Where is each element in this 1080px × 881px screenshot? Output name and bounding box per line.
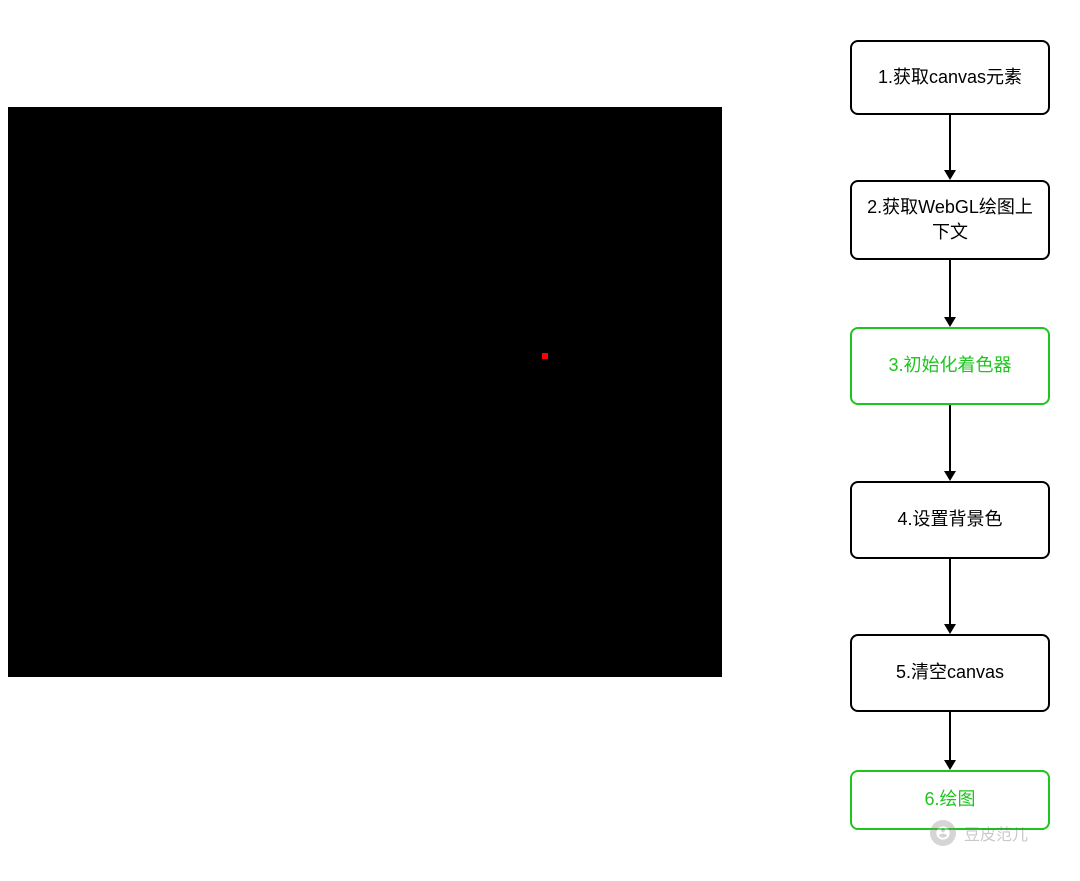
- flow-node-n3: 3.初始化着色器: [850, 327, 1050, 405]
- flow-node-label: 3.初始化着色器: [888, 353, 1011, 378]
- flow-node-label: 4.设置背景色: [897, 507, 1002, 532]
- flow-node-label: 5.清空canvas: [896, 660, 1004, 685]
- flow-node-n2: 2.获取WebGL绘图上下文: [850, 180, 1050, 260]
- watermark: 豆皮范儿: [930, 820, 1028, 846]
- flow-node-n4: 4.设置背景色: [850, 481, 1050, 559]
- watermark-icon: [930, 820, 956, 846]
- flow-node-n5: 5.清空canvas: [850, 634, 1050, 712]
- flowchart: 1.获取canvas元素 2.获取WebGL绘图上下文 3.初始化着色器 4.设置背景…: [0, 0, 1080, 881]
- flow-node-label: 1.获取canvas元素: [878, 65, 1022, 90]
- flow-node-n1: 1.获取canvas元素: [850, 40, 1050, 115]
- watermark-text: 豆皮范儿: [964, 821, 1028, 845]
- flow-node-label: 2.获取WebGL绘图上下文: [860, 195, 1040, 245]
- flow-node-label: 6.绘图: [924, 787, 975, 812]
